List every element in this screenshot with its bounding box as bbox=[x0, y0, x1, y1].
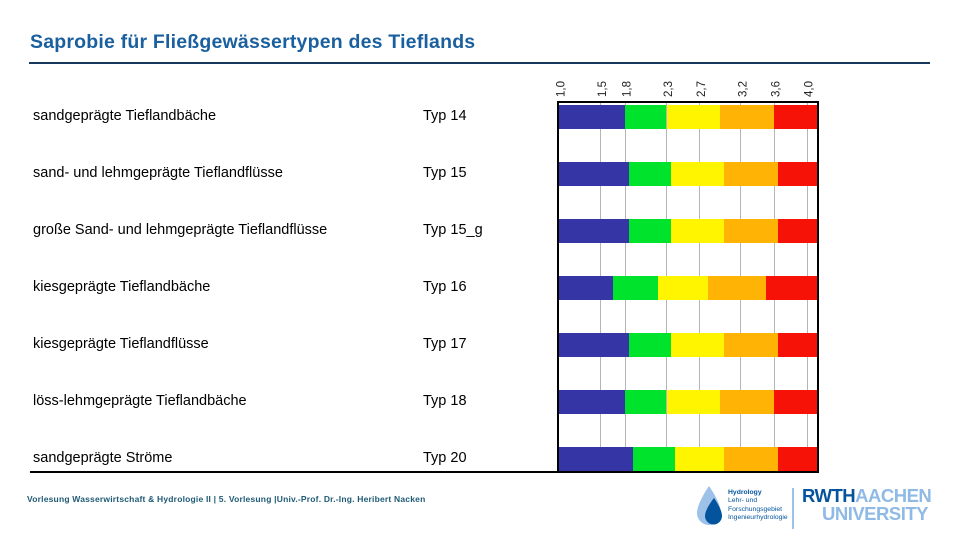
bar-segment bbox=[774, 390, 817, 414]
bar-row bbox=[559, 390, 817, 414]
bar-segment bbox=[559, 447, 634, 471]
axis-baseline bbox=[30, 471, 559, 473]
title-rule bbox=[29, 62, 930, 64]
row-label: kiesgeprägte Tieflandbäche bbox=[33, 279, 211, 295]
bar-segment bbox=[670, 162, 725, 186]
bar-segment bbox=[629, 162, 671, 186]
plot-area bbox=[559, 103, 817, 471]
axis-tick-label: 4,0 bbox=[804, 81, 816, 97]
plot-border bbox=[557, 101, 819, 473]
rwth-logo: RWTHAACHEN UNIVERSITY bbox=[802, 485, 932, 524]
axis-tick-label: 1,5 bbox=[597, 81, 609, 97]
rwth-logo-line1: RWTHAACHEN bbox=[802, 485, 932, 506]
rwth-logo-line2: UNIVERSITY bbox=[821, 503, 929, 524]
footer-text: Vorlesung Wasserwirtschaft & Hydrologie … bbox=[27, 494, 426, 504]
type-label: Typ 15 bbox=[423, 165, 467, 181]
logo-divider bbox=[792, 488, 794, 529]
bar-segment bbox=[666, 390, 721, 414]
bar-segment bbox=[559, 276, 613, 300]
type-label: Typ 15_g bbox=[423, 222, 483, 238]
bar-segment bbox=[707, 276, 766, 300]
bar-segment bbox=[629, 219, 671, 243]
bar-segment bbox=[724, 162, 779, 186]
hydrology-logo-text: Hydrology Lehr- und Forschungsgebiet Ing… bbox=[728, 489, 788, 523]
bar-segment bbox=[674, 447, 725, 471]
bar-segment bbox=[765, 276, 817, 300]
page-title: Saprobie für Fließgewässertypen des Tief… bbox=[30, 31, 476, 53]
bar-segment bbox=[633, 447, 675, 471]
bar-segment bbox=[658, 276, 708, 300]
bar-segment bbox=[625, 105, 667, 129]
bar-row bbox=[559, 447, 817, 471]
bar-segment bbox=[670, 219, 725, 243]
hydrology-logo: Hydrology Lehr- und Forschungsgebiet Ing… bbox=[694, 485, 814, 531]
axis-tick-label: 2,7 bbox=[696, 81, 708, 97]
bar-segment bbox=[720, 390, 774, 414]
bar-segment bbox=[625, 390, 667, 414]
type-label: Typ 17 bbox=[423, 336, 467, 352]
row-label: löss-lehmgeprägte Tieflandbäche bbox=[33, 393, 247, 409]
row-label: sand- und lehmgeprägte Tieflandflüsse bbox=[33, 165, 283, 181]
bar-segment bbox=[724, 333, 779, 357]
bar-segment bbox=[666, 105, 721, 129]
bar-segment bbox=[778, 162, 817, 186]
bar-row bbox=[559, 162, 817, 186]
bar-row bbox=[559, 219, 817, 243]
bar-segment bbox=[559, 390, 626, 414]
bar-segment bbox=[612, 276, 659, 300]
row-label: sandgeprägte Ströme bbox=[33, 450, 173, 466]
bar-segment bbox=[559, 105, 626, 129]
hydrology-logo-line: Hydrology bbox=[728, 489, 762, 496]
bar-row bbox=[559, 105, 817, 129]
type-label: Typ 18 bbox=[423, 393, 467, 409]
bar-segment bbox=[778, 219, 817, 243]
bar-segment bbox=[724, 219, 779, 243]
bar-row bbox=[559, 276, 817, 300]
bar-segment bbox=[778, 333, 817, 357]
bar-segment bbox=[720, 105, 774, 129]
bar-segment bbox=[559, 333, 630, 357]
row-label: kiesgeprägte Tieflandflüsse bbox=[33, 336, 209, 352]
bar-segment bbox=[670, 333, 725, 357]
bar-segment bbox=[778, 447, 817, 471]
type-label: Typ 20 bbox=[423, 450, 467, 466]
bar-segment bbox=[559, 219, 630, 243]
axis-tick-label: 1,8 bbox=[622, 81, 634, 97]
water-drop-icon bbox=[697, 486, 722, 525]
bar-segment bbox=[774, 105, 817, 129]
axis-tick-label: 1,0 bbox=[556, 81, 568, 97]
axis-tick-label: 3,6 bbox=[771, 81, 783, 97]
bar-row bbox=[559, 333, 817, 357]
axis-tick-label: 2,3 bbox=[663, 81, 675, 97]
row-label: sandgeprägte Tieflandbäche bbox=[33, 108, 217, 124]
type-label: Typ 14 bbox=[423, 108, 467, 124]
row-label: große Sand- und lehmgeprägte Tieflandflü… bbox=[33, 222, 328, 238]
bar-segment bbox=[724, 447, 779, 471]
hydrology-logo-line: Lehr- und bbox=[728, 497, 758, 505]
hydrology-logo-line: Forschungsgebiet bbox=[728, 505, 783, 513]
bar-segment bbox=[629, 333, 671, 357]
type-label: Typ 16 bbox=[423, 279, 467, 295]
hydrology-logo-line: Ingenieurhydrologie bbox=[728, 514, 788, 522]
bar-segment bbox=[559, 162, 630, 186]
axis-tick-label: 3,2 bbox=[737, 81, 749, 97]
